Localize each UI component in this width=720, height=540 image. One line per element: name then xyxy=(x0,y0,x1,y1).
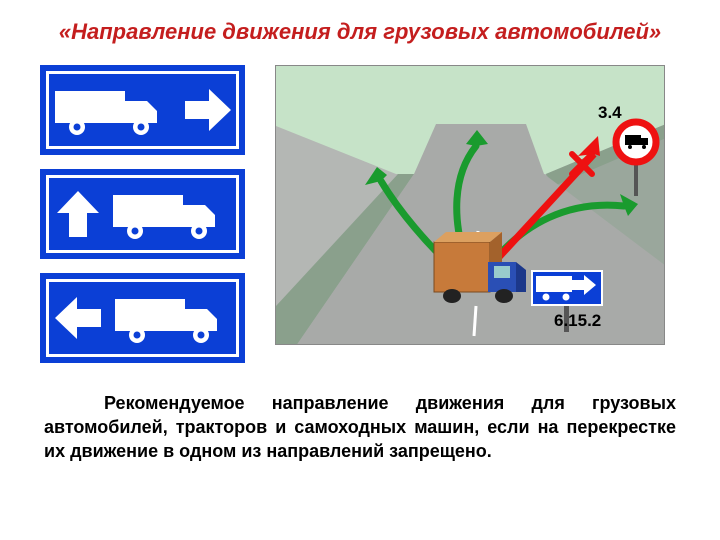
sign-inner xyxy=(46,175,239,253)
truck-icon xyxy=(113,291,233,345)
truck-icon xyxy=(111,187,231,241)
truck-icon xyxy=(53,83,173,137)
road-sign-right xyxy=(40,65,245,155)
illustration-svg: 6.15.2 3.4 xyxy=(276,66,665,345)
signs-column xyxy=(40,65,245,363)
sign-inner xyxy=(46,71,239,149)
road-sign-up xyxy=(40,169,245,259)
intersection-illustration: 6.15.2 3.4 xyxy=(275,65,665,345)
arrow-up-icon xyxy=(55,189,101,239)
content-row: 6.15.2 3.4 xyxy=(40,65,680,363)
sign-inner xyxy=(46,279,239,357)
arrow-left-icon xyxy=(53,295,103,341)
slide-title: «Направление движения для грузовых автом… xyxy=(40,18,680,47)
arrow-right-icon xyxy=(183,87,233,133)
description-text: Рекомендуемое направление движения для г… xyxy=(40,391,680,464)
sign-label-6-15-2: 6.15.2 xyxy=(554,311,601,330)
sign-label-3-4: 3.4 xyxy=(598,103,622,122)
road-sign-left xyxy=(40,273,245,363)
